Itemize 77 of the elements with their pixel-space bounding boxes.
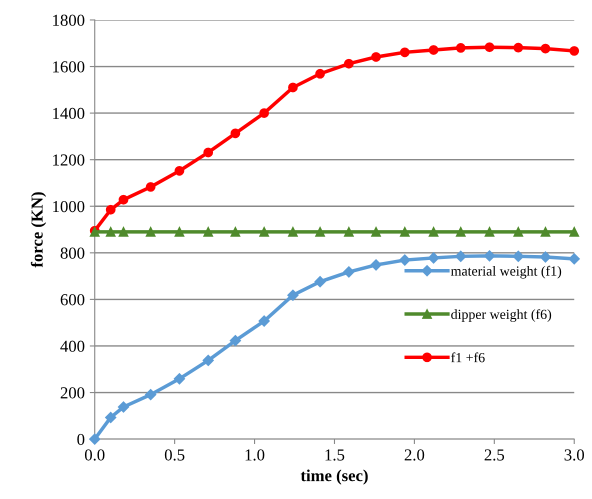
y-tick-label: 1600 — [53, 61, 84, 72]
x-tick-label: 1.0 — [246, 449, 264, 461]
point — [399, 254, 410, 266]
legend-label: dipper weight (f6) — [451, 309, 552, 322]
y-tick-label: 1200 — [53, 154, 84, 166]
y-tick-label: 400 — [60, 340, 84, 352]
point — [540, 44, 550, 54]
point — [400, 47, 410, 58]
point — [259, 108, 270, 118]
point — [118, 227, 128, 237]
legend-label: f1 +f6 — [451, 352, 485, 362]
point — [203, 227, 214, 237]
point — [174, 166, 184, 176]
x-tick-label: 0.5 — [164, 449, 184, 461]
point — [484, 42, 494, 52]
point — [568, 253, 580, 264]
point — [174, 227, 184, 237]
point — [315, 227, 325, 237]
point — [287, 290, 299, 301]
point — [146, 182, 156, 192]
point — [569, 46, 580, 56]
point — [288, 227, 298, 237]
y-tick-label: 1000 — [53, 200, 84, 212]
x-tick-label: 2.5 — [484, 449, 504, 461]
point — [230, 227, 240, 237]
y-tick-label: 800 — [60, 248, 84, 259]
point — [540, 251, 552, 263]
x-axis-title: time (sec) — [300, 470, 368, 485]
point — [202, 354, 214, 366]
point — [455, 250, 466, 262]
point — [371, 52, 381, 62]
point — [259, 227, 270, 237]
point — [456, 43, 466, 53]
x-tick-label: 3.0 — [564, 449, 584, 461]
point — [343, 266, 354, 278]
point — [370, 259, 382, 271]
y-tick-label: 200 — [60, 387, 84, 398]
point — [203, 148, 214, 158]
point — [344, 227, 354, 237]
point — [512, 250, 524, 262]
point — [569, 227, 580, 237]
point — [428, 252, 440, 264]
point — [513, 42, 524, 53]
point — [540, 227, 550, 237]
point — [314, 276, 326, 288]
point — [428, 45, 438, 55]
point — [288, 82, 298, 92]
point — [145, 389, 156, 400]
y-axis-title: force (KN) — [30, 192, 46, 268]
y-tick-label: 600 — [60, 294, 84, 306]
point — [146, 227, 156, 237]
x-tick-label: 0.0 — [84, 449, 104, 461]
x-tick-label: 1.5 — [326, 449, 344, 461]
point — [456, 227, 466, 237]
point — [230, 335, 241, 346]
point — [106, 204, 116, 215]
point — [484, 227, 494, 237]
legend-label: material weight (f1) — [450, 266, 562, 279]
point — [400, 227, 410, 237]
point — [484, 250, 496, 262]
point — [230, 128, 240, 138]
point — [258, 315, 270, 327]
point — [513, 227, 524, 237]
point — [105, 412, 116, 424]
point — [118, 401, 130, 413]
y-tick-label: 1400 — [53, 108, 84, 120]
point — [118, 194, 128, 205]
y-tick-label: 1800 — [53, 14, 84, 26]
point — [428, 227, 438, 237]
point — [106, 227, 116, 237]
point — [89, 434, 100, 445]
y-tick-label: 0 — [77, 434, 84, 446]
x-tick-label: 2.0 — [404, 449, 424, 461]
point — [174, 373, 186, 384]
point — [315, 68, 325, 79]
point — [371, 227, 381, 237]
point — [344, 58, 354, 69]
